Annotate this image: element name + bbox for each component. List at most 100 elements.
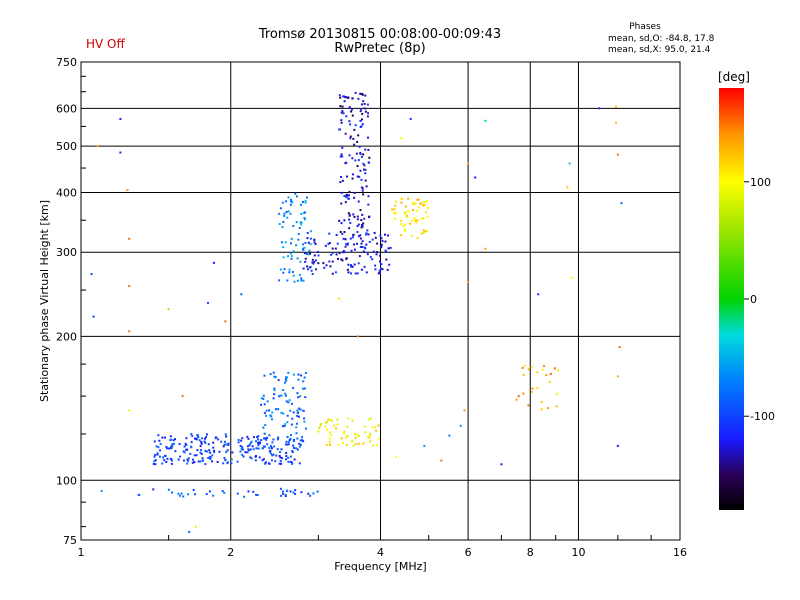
colorbar-tick-label: 100 bbox=[750, 176, 771, 189]
data-point bbox=[400, 223, 403, 226]
data-point bbox=[302, 267, 305, 270]
data-point bbox=[247, 490, 250, 493]
data-point bbox=[261, 447, 264, 450]
data-point bbox=[223, 456, 226, 459]
data-point bbox=[300, 203, 303, 206]
data-point bbox=[126, 188, 129, 191]
data-point bbox=[275, 454, 278, 457]
data-point bbox=[352, 233, 355, 236]
data-point bbox=[218, 450, 221, 453]
data-point bbox=[260, 397, 263, 400]
data-point bbox=[347, 197, 350, 200]
data-point bbox=[283, 381, 286, 384]
data-point bbox=[361, 187, 364, 190]
data-point bbox=[349, 123, 352, 126]
data-point bbox=[368, 215, 371, 218]
data-point bbox=[305, 196, 308, 199]
data-point bbox=[277, 379, 280, 382]
data-point bbox=[309, 230, 312, 233]
data-point bbox=[369, 432, 372, 435]
data-point bbox=[463, 409, 466, 412]
data-point bbox=[356, 433, 359, 436]
data-point bbox=[159, 442, 162, 445]
y-tick-label: 600 bbox=[56, 102, 77, 115]
data-point bbox=[349, 135, 352, 138]
data-point bbox=[227, 443, 230, 446]
data-point bbox=[379, 254, 382, 257]
data-point bbox=[351, 108, 354, 111]
data-point bbox=[361, 246, 364, 249]
data-point bbox=[299, 221, 302, 224]
data-point bbox=[241, 446, 244, 449]
data-point bbox=[282, 271, 285, 274]
data-point bbox=[178, 494, 181, 497]
data-point bbox=[212, 494, 215, 497]
data-point bbox=[182, 495, 185, 498]
data-point bbox=[406, 214, 409, 217]
data-point bbox=[325, 264, 328, 267]
data-point bbox=[221, 490, 224, 493]
data-point bbox=[353, 263, 356, 266]
data-point bbox=[340, 222, 343, 225]
data-point bbox=[306, 237, 309, 240]
data-point bbox=[342, 237, 345, 240]
data-point bbox=[363, 217, 366, 220]
data-point bbox=[292, 250, 295, 253]
data-point bbox=[281, 226, 284, 229]
data-point bbox=[298, 445, 301, 448]
data-point bbox=[336, 242, 339, 245]
data-point bbox=[364, 168, 367, 171]
data-point bbox=[282, 412, 285, 415]
data-point bbox=[348, 190, 351, 193]
data-point bbox=[279, 456, 282, 459]
data-point bbox=[616, 444, 619, 447]
data-point bbox=[337, 257, 340, 260]
data-point bbox=[287, 456, 290, 459]
data-point bbox=[400, 201, 403, 204]
data-point bbox=[304, 211, 307, 214]
data-point bbox=[292, 439, 295, 442]
data-point bbox=[403, 211, 406, 214]
data-point bbox=[96, 145, 99, 148]
data-point bbox=[296, 392, 299, 395]
data-point bbox=[416, 237, 419, 240]
data-point bbox=[359, 119, 362, 122]
data-point bbox=[423, 444, 426, 447]
data-point bbox=[291, 461, 294, 464]
data-point bbox=[334, 427, 337, 430]
data-point bbox=[231, 451, 234, 454]
data-point bbox=[346, 268, 349, 271]
data-point bbox=[322, 262, 325, 265]
data-point bbox=[190, 433, 193, 436]
data-point bbox=[303, 417, 306, 420]
data-point bbox=[387, 247, 390, 250]
data-point bbox=[306, 268, 309, 271]
data-point bbox=[362, 153, 365, 156]
data-point bbox=[214, 436, 217, 439]
data-point bbox=[358, 175, 361, 178]
data-point bbox=[270, 415, 273, 418]
data-point bbox=[329, 265, 332, 268]
data-point bbox=[358, 255, 361, 258]
data-point bbox=[178, 455, 181, 458]
data-point bbox=[424, 204, 427, 207]
data-point bbox=[361, 112, 364, 115]
data-point bbox=[342, 112, 345, 115]
data-point bbox=[278, 394, 281, 397]
data-point bbox=[284, 392, 287, 395]
data-point bbox=[389, 246, 392, 249]
data-point bbox=[298, 442, 301, 445]
data-point bbox=[356, 225, 359, 228]
data-point bbox=[268, 409, 271, 412]
data-point bbox=[152, 488, 155, 491]
data-point bbox=[359, 237, 362, 240]
data-point bbox=[241, 453, 244, 456]
data-point bbox=[345, 443, 348, 446]
data-point bbox=[422, 204, 425, 207]
data-point bbox=[276, 438, 279, 441]
data-point bbox=[317, 254, 320, 257]
data-point bbox=[257, 444, 260, 447]
data-point bbox=[237, 438, 240, 441]
data-point bbox=[204, 450, 207, 453]
data-point bbox=[299, 443, 302, 446]
